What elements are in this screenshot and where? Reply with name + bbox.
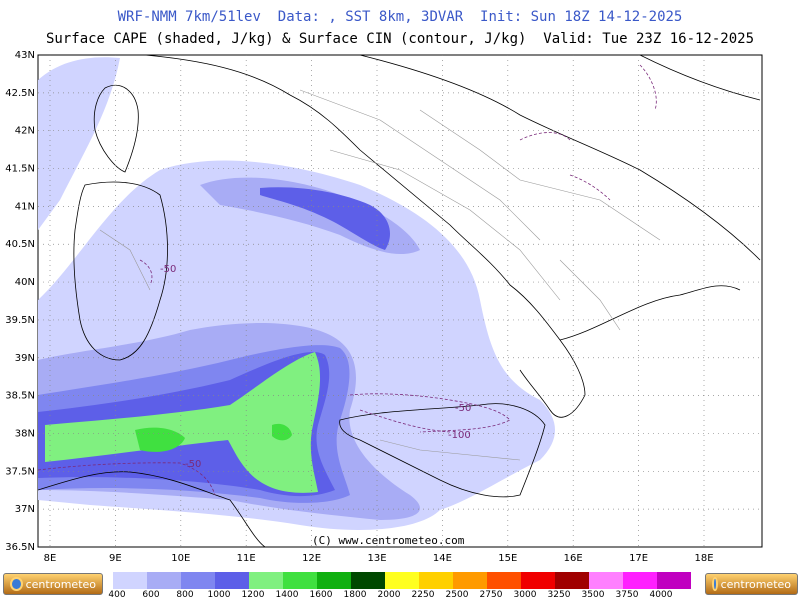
legend-swatch — [623, 572, 657, 589]
graticule — [38, 55, 762, 547]
legend-tick-label: 1800 — [343, 590, 367, 600]
longitude-labels: 8E 9E 10E 11E 12E 13E 14E 15E 16E 17E 18E — [44, 553, 714, 564]
legend-swatch — [113, 572, 147, 589]
latitude-label: 40.5N — [5, 239, 35, 250]
logo-text: centrometeo — [720, 577, 791, 591]
latitude-label: 43N — [15, 50, 35, 61]
legend-swatch — [555, 572, 589, 589]
legend-tick-label: 1000 — [207, 590, 231, 600]
latitude-label: 41.5N — [5, 164, 35, 175]
color-legend: centrometeo 400 600 800 1000 1200 1400 1600 180… — [0, 572, 800, 600]
legend-tick-label: 1200 — [241, 590, 265, 600]
cin-label: -50 — [160, 264, 176, 275]
legend-tick-label: 2750 — [479, 590, 503, 600]
latitude-label: 38N — [15, 428, 35, 439]
weather-map: -50 -50 -100 -50 (C) www.centrometeo.com… — [5, 50, 763, 564]
latitude-label: 42.5N — [5, 88, 35, 99]
legend-swatch — [283, 572, 317, 589]
logo-text: centrometeo — [25, 577, 96, 591]
cin-label: -50 — [185, 459, 201, 470]
region-borders — [99, 89, 661, 461]
cin-label: -50 — [455, 403, 471, 414]
longitude-label: 11E — [237, 553, 256, 564]
model-title: WRF-NMM 7km/51lev Data: , SST 8km, 3DVAR… — [117, 9, 683, 25]
credit-text: (C) www.centrometeo.com — [312, 534, 465, 547]
legend-tick-label: 3500 — [581, 590, 605, 600]
centrometeo-logo-right[interactable]: centrometeo — [705, 573, 798, 595]
legend-tick-label: 3750 — [615, 590, 639, 600]
latitude-label: 36.5N — [5, 542, 35, 553]
legend-swatch — [487, 572, 521, 589]
legend-color-bar — [113, 572, 691, 589]
legend-tick-label: 3000 — [513, 590, 537, 600]
legend-swatch — [351, 572, 385, 589]
legend-tick-label: 2500 — [445, 590, 469, 600]
longitude-label: 9E — [109, 553, 122, 564]
cin-contours — [38, 64, 657, 496]
globe-icon — [10, 577, 23, 591]
legend-swatch — [181, 572, 215, 589]
longitude-label: 15E — [498, 553, 517, 564]
legend-swatch — [521, 572, 555, 589]
latitude-label: 41N — [15, 201, 35, 212]
legend-swatch — [249, 572, 283, 589]
legend-tick-label: 2000 — [377, 590, 401, 600]
latitude-labels: 43N 42.5N 42N 41.5N 41N 40.5N 40N 39.5N 39N 38.5N… — [5, 50, 35, 553]
longitude-label: 8E — [44, 553, 57, 564]
legend-swatch — [419, 572, 453, 589]
longitude-label: 17E — [629, 553, 648, 564]
legend-tick-label: 1600 — [309, 590, 333, 600]
latitude-label: 40N — [15, 277, 35, 288]
legend-swatch — [317, 572, 351, 589]
legend-swatch — [147, 572, 181, 589]
legend-swatch — [215, 572, 249, 589]
legend-tick-label: 800 — [176, 590, 194, 600]
legend-swatch — [385, 572, 419, 589]
legend-tick-label: 3250 — [547, 590, 571, 600]
longitude-label: 13E — [367, 553, 386, 564]
legend-tick-label: 400 — [108, 590, 126, 600]
longitude-label: 18E — [694, 553, 713, 564]
longitude-label: 14E — [433, 553, 452, 564]
legend-swatch — [589, 572, 623, 589]
coastlines — [38, 55, 761, 547]
legend-swatch — [453, 572, 487, 589]
legend-tick-label: 2250 — [411, 590, 435, 600]
latitude-label: 39.5N — [5, 315, 35, 326]
latitude-label: 39N — [15, 353, 35, 364]
latitude-label: 37N — [15, 504, 35, 515]
legend-tick-label: 1400 — [275, 590, 299, 600]
legend-ticks: 400 600 800 1000 1200 1400 1600 1800 2000 2250 250… — [108, 590, 713, 600]
legend-tick-label: 600 — [142, 590, 160, 600]
longitude-label: 10E — [171, 553, 190, 564]
centrometeo-logo-left[interactable]: centrometeo — [3, 573, 103, 595]
legend-swatch — [657, 572, 691, 589]
longitude-label: 16E — [564, 553, 583, 564]
latitude-label: 42N — [15, 126, 35, 137]
field-title: Surface CAPE (shaded, J/kg) & Surface CI… — [45, 31, 754, 47]
cin-label: -100 — [448, 430, 471, 441]
globe-icon — [712, 577, 718, 591]
legend-tick-label: 4000 — [649, 590, 673, 600]
latitude-label: 38.5N — [5, 391, 35, 402]
latitude-label: 37.5N — [5, 466, 35, 477]
longitude-label: 12E — [302, 553, 321, 564]
